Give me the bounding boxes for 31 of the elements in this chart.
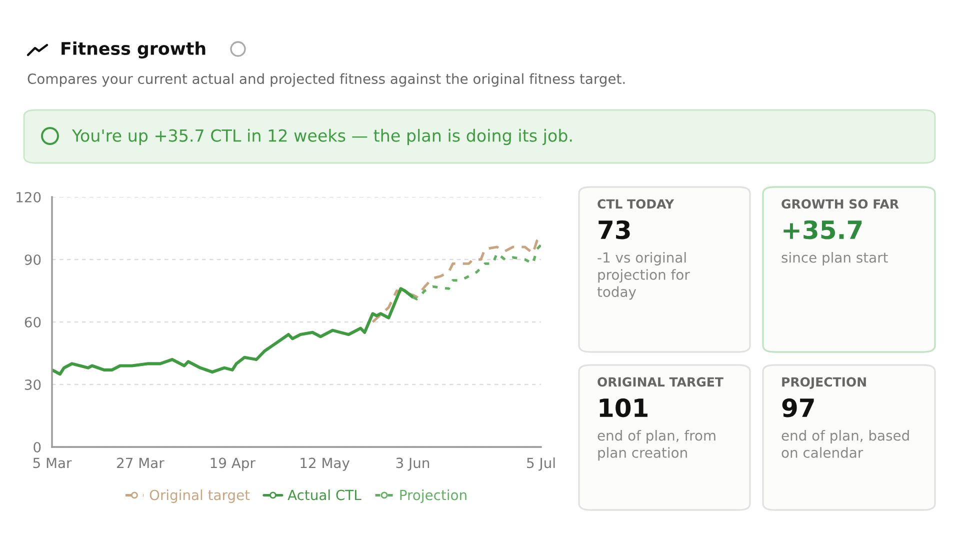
text: You're up +35.7 CTL in 12 weeks — the plan is doing its job. bbox=[72, 128, 572, 146]
text: CTL TODAY bbox=[598, 199, 674, 209]
legend-label: Original target bbox=[150, 490, 250, 503]
line-series bbox=[411, 244, 541, 300]
text: 73 bbox=[598, 220, 630, 240]
x-tick-label: 19 Apr bbox=[210, 458, 256, 471]
y-tick-label: 0 bbox=[34, 442, 41, 452]
text: since plan start bbox=[782, 252, 888, 266]
y-tick-label: 60 bbox=[24, 316, 41, 328]
text: 97 bbox=[782, 398, 814, 418]
chart-title: Fitness growth bbox=[62, 42, 206, 58]
text: end of plan, from plan creation bbox=[598, 430, 716, 461]
text: ORIGINAL TARGET bbox=[598, 377, 724, 387]
y-tick-label: 120 bbox=[16, 192, 41, 202]
y-tick-label: 90 bbox=[24, 254, 41, 265]
text: +35.7 bbox=[784, 220, 862, 240]
x-tick-label: 12 May bbox=[300, 458, 350, 471]
text: PROJECTION bbox=[782, 377, 866, 389]
text: -1 vs original projection for today bbox=[597, 252, 690, 300]
y-tick-label: 30 bbox=[24, 379, 41, 390]
x-tick-label: 5 Jul bbox=[527, 457, 555, 471]
chart-subtitle: Compares your current actual and projected fitness against the original fitness target. bbox=[28, 73, 625, 87]
line-series bbox=[52, 287, 414, 376]
legend-label: Actual CTL bbox=[288, 490, 362, 500]
text: 101 bbox=[600, 398, 648, 418]
x-tick-label: 27 Mar bbox=[117, 458, 164, 468]
x-tick-label: 3 Jun bbox=[396, 458, 430, 471]
text: GROWTH SO FAR bbox=[782, 199, 899, 209]
legend-label: Projection bbox=[400, 490, 466, 503]
text: end of plan, based on calendar bbox=[782, 430, 909, 458]
x-tick-label: 5 Mar bbox=[33, 458, 72, 468]
